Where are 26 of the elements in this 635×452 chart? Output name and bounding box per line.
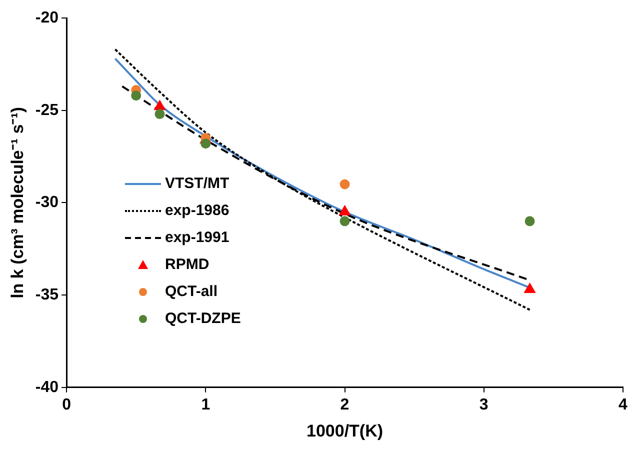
y-tick-label: -30	[35, 194, 59, 212]
x-tick-label: 2	[340, 396, 350, 414]
point	[340, 179, 350, 190]
y-axis-title: ln k (cm³ molecule⁻¹ s⁻¹)	[8, 106, 27, 298]
x-axis-title: 1000/T(K)	[306, 421, 384, 440]
point	[200, 138, 211, 149]
legend-label: exp-1991	[165, 229, 230, 246]
point	[339, 205, 350, 216]
legend-label: VTST/MT	[165, 175, 230, 192]
x-tick-label: 4	[618, 396, 628, 414]
x-tick-label: 1	[201, 396, 210, 414]
legend-label: RPMD	[165, 256, 210, 273]
point	[340, 216, 350, 226]
point	[131, 90, 142, 101]
y-tick-label: -20	[35, 9, 59, 26]
y-tick-label: -35	[35, 286, 59, 304]
x-tick-label: 0	[62, 396, 72, 414]
legend-label: QCT-all	[165, 283, 218, 300]
y-tick-label: -40	[35, 378, 59, 396]
point	[524, 216, 535, 226]
legend-label: exp-1986	[165, 202, 230, 219]
x-tick-label: 3	[479, 396, 488, 414]
point	[154, 109, 165, 120]
legend-label: QCT-DZPE	[165, 310, 241, 327]
y-tick-label: -25	[35, 102, 59, 119]
point	[524, 283, 536, 294]
